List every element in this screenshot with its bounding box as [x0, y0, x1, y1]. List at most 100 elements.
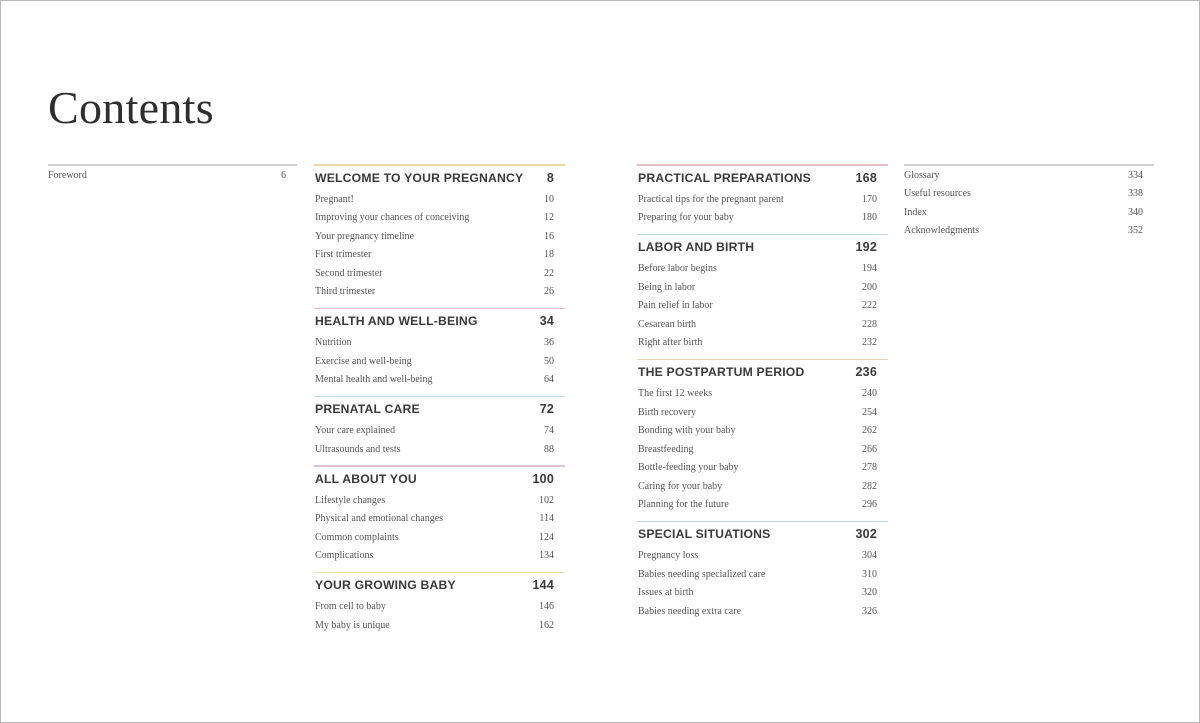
toc-entry[interactable]: Improving your chances of conceiving 12 — [314, 209, 565, 228]
toc-entry[interactable]: Bonding with your baby 262 — [637, 422, 888, 441]
toc-entry-label: Physical and emotional changes — [315, 513, 444, 524]
toc-entry[interactable]: Your pregnancy timeline 16 — [314, 228, 565, 247]
toc-section: THE POSTPARTUM PERIOD 236 The first 12 wee… — [637, 358, 888, 515]
toc-entry[interactable]: Cesarean birth 228 — [637, 316, 888, 335]
toc-entry-label: Babies needing extra care — [638, 605, 742, 617]
toc-entry[interactable]: First trimester 18 — [314, 246, 565, 265]
toc-entry-label: Third trimester — [315, 286, 376, 297]
toc-entry[interactable]: Complications 134 — [314, 547, 565, 566]
toc-entry[interactable]: Lifestyle changes 102 — [314, 492, 565, 511]
toc-entry[interactable]: Acknowledgments 352 — [904, 222, 1154, 241]
toc-entry-label: Pregnant! — [315, 193, 354, 205]
toc-entry[interactable]: Planning for the future 296 — [637, 496, 888, 515]
toc-entry[interactable]: Common complaints 124 — [314, 529, 565, 548]
section-heading-page: 8 — [546, 170, 554, 185]
toc-entry-label: Your pregnancy timeline — [315, 230, 414, 242]
section-heading[interactable]: THE POSTPARTUM PERIOD 236 — [637, 360, 888, 385]
toc-entry[interactable]: Ultrasounds and tests 88 — [314, 441, 565, 460]
toc-entry[interactable]: Pain relief in labor 222 — [637, 297, 888, 316]
toc-entry-page: 320 — [862, 587, 877, 598]
toc-entry-label: Cesarean birth — [638, 318, 697, 330]
section-heading-page: 100 — [532, 471, 554, 486]
toc-entry-page: 114 — [539, 513, 554, 524]
section-rule — [637, 358, 888, 360]
toc-entry[interactable]: Exercise and well-being 50 — [314, 353, 565, 372]
toc-entry[interactable]: Nutrition 36 — [314, 334, 565, 353]
toc-entry-page: 88 — [544, 443, 554, 455]
section-heading[interactable]: YOUR GROWING BABY 144 — [314, 573, 565, 598]
toc-entry-label: Glossary — [904, 169, 940, 181]
toc-entry[interactable]: Issues at birth 320 — [637, 584, 888, 603]
toc-entry[interactable]: Pregnancy loss 304 — [637, 547, 888, 566]
toc-entry[interactable]: Pregnant! 10 — [314, 191, 565, 210]
toc-entry-label: Common complaints — [315, 531, 399, 543]
toc-entry[interactable]: Index 340 — [904, 204, 1154, 223]
toc-entry-page: 240 — [862, 388, 877, 399]
toc-entry-page: 10 — [544, 193, 554, 205]
toc-entry[interactable]: The first 12 weeks 240 — [637, 385, 888, 404]
toc-entry[interactable]: Babies needing extra care 326 — [637, 603, 888, 622]
section-heading[interactable]: WELCOME TO YOUR PREGNANCY 8 — [314, 166, 565, 191]
section-heading-label: SPECIAL SITUATIONS — [638, 527, 771, 541]
toc-entry-label: Exercise and well-being — [315, 355, 412, 367]
toc-entry-page: 18 — [544, 249, 554, 260]
toc-entry-page: 146 — [539, 601, 554, 612]
section-heading[interactable]: SPECIAL SITUATIONS 302 — [637, 522, 888, 547]
toc-entry-label: Bottle-feeding your baby — [638, 462, 739, 473]
section-heading[interactable]: PRENATAL CARE 72 — [314, 397, 565, 422]
toc-entry[interactable]: Third trimester 26 — [314, 283, 565, 302]
toc-entry[interactable]: Before labor begins 194 — [637, 260, 888, 279]
toc-entry-page: 162 — [539, 619, 554, 631]
toc-entry-page: 6 — [281, 169, 286, 181]
toc-entry[interactable]: Mental health and well-being 64 — [314, 371, 565, 390]
toc-entry-page: 64 — [544, 374, 554, 385]
toc-entry[interactable]: Breastfeeding 266 — [637, 441, 888, 460]
section-heading-label: PRACTICAL PREPARATIONS — [638, 170, 811, 185]
section-heading[interactable]: ALL ABOUT YOU 100 — [314, 467, 565, 492]
section-heading[interactable]: LABOR AND BIRTH 192 — [637, 235, 888, 260]
toc-entry-label: Nutrition — [315, 337, 352, 348]
section-heading-page: 302 — [855, 527, 877, 541]
toc-entry[interactable]: Bottle-feeding your baby 278 — [637, 459, 888, 478]
toc-entry[interactable]: Practical tips for the pregnant parent 17… — [637, 191, 888, 210]
toc-section: WELCOME TO YOUR PREGNANCY 8 Pregnant! 10 Imp… — [314, 164, 565, 302]
toc-entry-page: 36 — [544, 337, 554, 348]
toc-entry[interactable]: Babies needing specialized care 310 — [637, 566, 888, 585]
back-matter-list: Glossary 334 Useful resources 338 Index 340 Ac… — [904, 167, 1154, 241]
section-heading-label: THE POSTPARTUM PERIOD — [638, 365, 805, 379]
toc-entry-page: 338 — [1128, 188, 1143, 199]
toc-entry-label: Acknowledgments — [904, 225, 979, 236]
toc-entry[interactable]: Physical and emotional changes 114 — [314, 510, 565, 529]
section-heading-label: WELCOME TO YOUR PREGNANCY — [315, 170, 524, 185]
toc-entry-page: 50 — [544, 355, 554, 367]
toc-entry-label: Ultrasounds and tests — [315, 443, 401, 455]
toc-entry[interactable]: Right after birth 232 — [637, 334, 888, 353]
toc-entry[interactable]: Preparing for your baby 180 — [637, 209, 888, 228]
toc-entry-label: Issues at birth — [638, 587, 694, 598]
section-heading-page: 192 — [855, 240, 877, 254]
toc-entry[interactable]: Foreword 6 — [48, 167, 297, 186]
front-matter-column: Foreword 6 — [48, 164, 297, 185]
toc-entry-page: 352 — [1128, 225, 1143, 236]
toc-entry[interactable]: Useful resources 338 — [904, 185, 1154, 204]
toc-entry-label: Lifestyle changes — [315, 494, 386, 506]
toc-entry-page: 222 — [862, 300, 877, 311]
toc-entry[interactable]: Being in labor 200 — [637, 279, 888, 298]
section-heading[interactable]: HEALTH AND WELL-BEING 34 — [314, 309, 565, 334]
toc-entry-label: Pregnancy loss — [638, 550, 699, 561]
toc-entry[interactable]: My baby is unique 162 — [314, 617, 565, 636]
toc-entry-page: 124 — [539, 531, 554, 543]
toc-entry[interactable]: Second trimester 22 — [314, 265, 565, 284]
toc-entry-page: 340 — [1128, 206, 1143, 218]
toc-entry-label: Index — [904, 206, 927, 218]
toc-entry[interactable]: Glossary 334 — [904, 167, 1154, 186]
toc-entry[interactable]: Birth recovery 254 — [637, 404, 888, 423]
toc-entry-page: 180 — [862, 212, 877, 223]
section-heading[interactable]: PRACTICAL PREPARATIONS 168 — [637, 166, 888, 191]
toc-entry-label: Bonding with your baby — [638, 425, 736, 436]
toc-entry-page: 310 — [862, 568, 877, 580]
toc-entry[interactable]: Caring for your baby 282 — [637, 478, 888, 497]
section-rule — [314, 395, 565, 397]
toc-entry[interactable]: Your care explained 74 — [314, 422, 565, 441]
toc-entry[interactable]: From cell to baby 146 — [314, 598, 565, 617]
